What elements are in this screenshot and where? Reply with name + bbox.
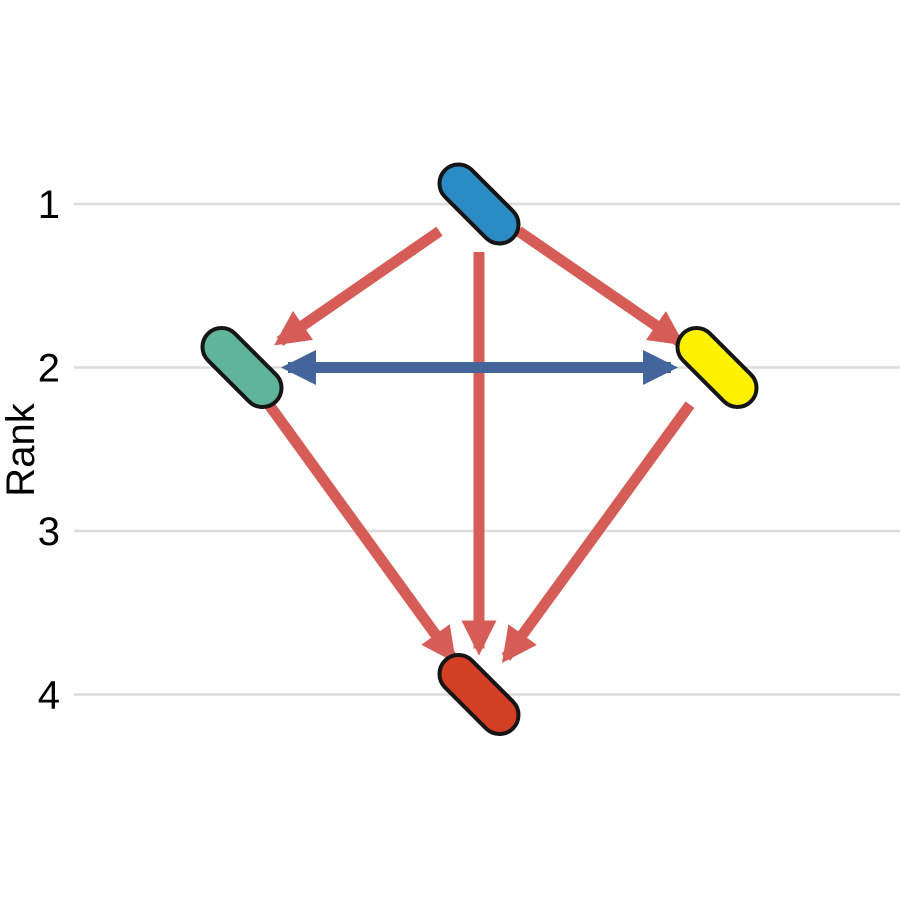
tick-label-rank-2: 2 [38, 347, 60, 391]
red-node [437, 652, 521, 737]
rank-axis-title: Rank [0, 402, 43, 496]
nodes [200, 162, 759, 737]
edge-blue-to-yellow [515, 226, 685, 346]
edge-yellow-to-red [501, 401, 695, 663]
blue-node [437, 162, 521, 246]
gridlines [74, 202, 900, 696]
yellow-node [675, 325, 759, 410]
edges [264, 226, 695, 663]
tick-label-rank-3: 3 [38, 510, 60, 554]
green-node [200, 325, 284, 410]
edge-green-to-red [264, 401, 457, 663]
tick-label-rank-4: 4 [38, 674, 60, 718]
edge-blue-to-green [274, 226, 443, 346]
rank-tick-labels: 1 2 3 4 [38, 183, 60, 718]
tick-label-rank-1: 1 [38, 183, 60, 227]
